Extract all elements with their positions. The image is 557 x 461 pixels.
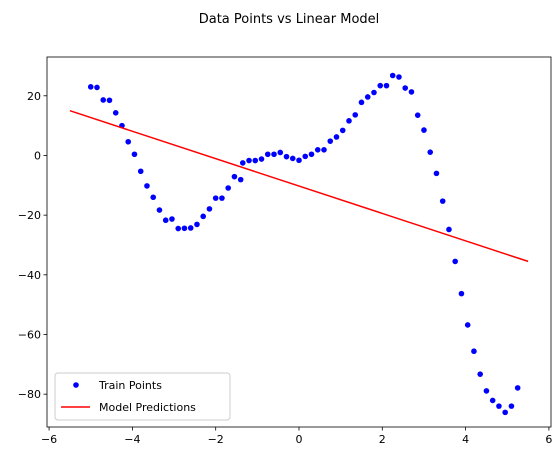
train-point <box>144 183 150 189</box>
train-point <box>131 151 138 158</box>
train-point <box>427 149 434 155</box>
train-point <box>94 84 100 91</box>
train-point <box>169 216 175 222</box>
train-point <box>471 348 477 355</box>
y-tick-label: −80 <box>18 388 41 401</box>
train-point <box>200 213 206 220</box>
train-point <box>402 85 409 91</box>
train-point <box>156 207 163 213</box>
train-point <box>383 82 390 89</box>
train-point <box>239 160 246 166</box>
train-point <box>162 217 169 224</box>
train-point <box>396 74 402 80</box>
train-point <box>314 146 321 153</box>
train-point <box>296 157 302 164</box>
x-tick-label: −6 <box>41 433 57 446</box>
train-point <box>514 385 521 391</box>
train-point <box>187 225 194 231</box>
train-point <box>252 157 259 164</box>
y-tick-label: 0 <box>34 149 41 162</box>
legend-label: Model Predictions <box>99 401 196 414</box>
train-point <box>289 155 296 162</box>
train-point <box>246 157 252 164</box>
train-point <box>237 176 244 183</box>
train-point <box>150 194 157 201</box>
train-point <box>346 118 352 124</box>
train-point <box>483 388 490 394</box>
train-point <box>277 149 284 156</box>
legend-label: Train Points <box>98 379 162 392</box>
x-tick-label: 6 <box>545 433 552 446</box>
train-point <box>364 94 371 100</box>
train-point <box>212 195 219 201</box>
legend-marker-train-points <box>73 382 79 388</box>
train-point <box>87 84 94 90</box>
y-tick-label: 20 <box>27 90 41 103</box>
train-point <box>302 153 309 160</box>
train-point <box>231 173 238 180</box>
train-point <box>106 97 113 104</box>
x-tick-label: 0 <box>296 433 303 446</box>
train-point <box>283 153 290 160</box>
train-point <box>206 206 213 212</box>
x-tick-label: −2 <box>208 433 224 446</box>
x-tick-label: 4 <box>462 433 469 446</box>
train-point <box>389 72 396 79</box>
train-point <box>496 403 502 409</box>
train-point <box>508 403 515 409</box>
train-point <box>175 225 182 232</box>
model-prediction-line <box>69 109 529 263</box>
x-tick-label: 2 <box>379 433 386 446</box>
train-point <box>421 127 427 133</box>
chart-title: Data Points vs Linear Model <box>199 12 380 27</box>
train-point <box>371 89 377 96</box>
train-point <box>489 397 496 404</box>
axes-frame <box>46 56 552 428</box>
train-point <box>433 170 440 177</box>
x-tick-label: −4 <box>124 433 140 446</box>
train-point <box>112 109 119 116</box>
series-layer <box>69 72 529 416</box>
train-point <box>452 258 458 265</box>
train-point <box>321 146 327 153</box>
train-point <box>327 138 334 144</box>
train-point <box>408 89 415 95</box>
train-point <box>333 134 340 140</box>
train-point <box>264 151 271 158</box>
train-point <box>258 156 265 162</box>
train-point <box>100 97 107 103</box>
train-point <box>464 322 471 328</box>
train-point <box>358 99 365 106</box>
train-point <box>308 151 315 158</box>
train-point <box>439 198 446 204</box>
train-point <box>125 138 132 145</box>
train-point <box>225 185 231 191</box>
train-point <box>219 195 225 201</box>
y-tick-label: −40 <box>18 269 41 282</box>
train-point <box>339 127 346 134</box>
train-point <box>377 82 384 89</box>
legend: Train Points Model Predictions <box>54 372 231 421</box>
train-point <box>271 151 277 158</box>
train-point <box>352 112 359 118</box>
legend-box <box>54 372 231 421</box>
train-point <box>458 290 465 297</box>
train-point <box>181 225 188 232</box>
y-tick-label: −20 <box>18 209 41 222</box>
train-point <box>137 168 144 175</box>
y-tick-label: −60 <box>18 329 41 342</box>
train-point <box>446 226 452 233</box>
train-point <box>477 371 483 377</box>
train-point <box>194 221 200 228</box>
train-point <box>414 112 421 118</box>
train-point <box>502 409 508 416</box>
